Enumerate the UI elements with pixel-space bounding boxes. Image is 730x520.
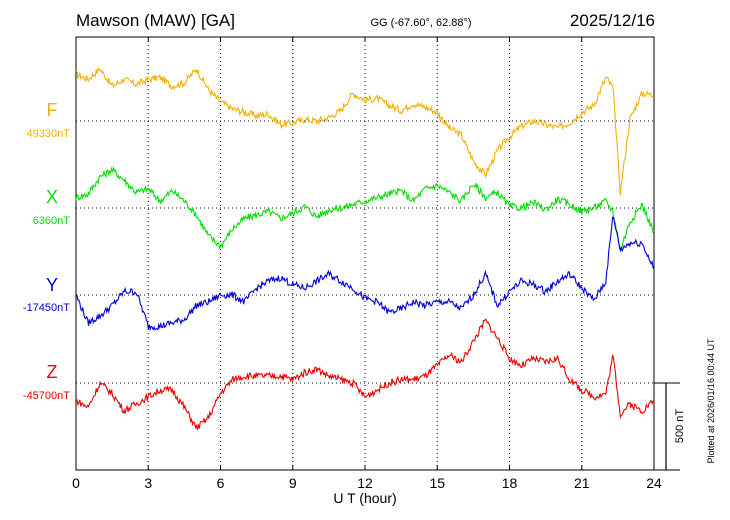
geographic-coords: GG (-67.60°, 62.88°): [370, 17, 471, 29]
plotted-timestamp: Plotted at 2026/01/16 00:44 UT: [706, 338, 716, 464]
baseline-value-F: 49330nT: [27, 128, 71, 140]
series-line-F: [75, 66, 655, 196]
x-tick-label: 18: [502, 475, 518, 491]
x-tick-label: 9: [289, 475, 297, 491]
baseline-value-Y: -17450nT: [23, 302, 70, 314]
x-tick-label: 0: [72, 475, 80, 491]
component-label-Z: Z: [47, 362, 58, 382]
scale-bar-label: 500 nT: [674, 409, 686, 444]
x-axis-label: U T (hour): [333, 490, 396, 506]
x-tick-label: 3: [144, 475, 152, 491]
scale-bar: 500 nT: [654, 382, 686, 471]
component-label-F: F: [47, 100, 58, 120]
component-labels: F 49330nT X 6360nT Y -17450nT Z -45700nT: [23, 100, 70, 402]
x-tick-label: 6: [217, 475, 225, 491]
station-title: Mawson (MAW) [GA]: [76, 11, 235, 30]
series-line-Z: [75, 318, 655, 431]
series-layer: [75, 66, 655, 431]
x-tick-label: 12: [357, 475, 373, 491]
component-label-Y: Y: [46, 275, 58, 295]
plot-date: 2025/12/16: [570, 11, 655, 30]
series-line-X: [75, 166, 655, 251]
x-tick-label: 15: [429, 475, 445, 491]
x-tick-label: 24: [646, 475, 662, 491]
component-label-X: X: [46, 187, 58, 207]
baseline-value-X: 6360nT: [33, 215, 71, 227]
series-line-Y: [75, 216, 655, 332]
grid-lines: [76, 37, 654, 470]
x-axis-ticks: 0 3 6 9 12 15 18 21 24: [72, 37, 662, 491]
baseline-value-Z: -45700nT: [23, 390, 70, 402]
x-tick-label: 21: [574, 475, 590, 491]
